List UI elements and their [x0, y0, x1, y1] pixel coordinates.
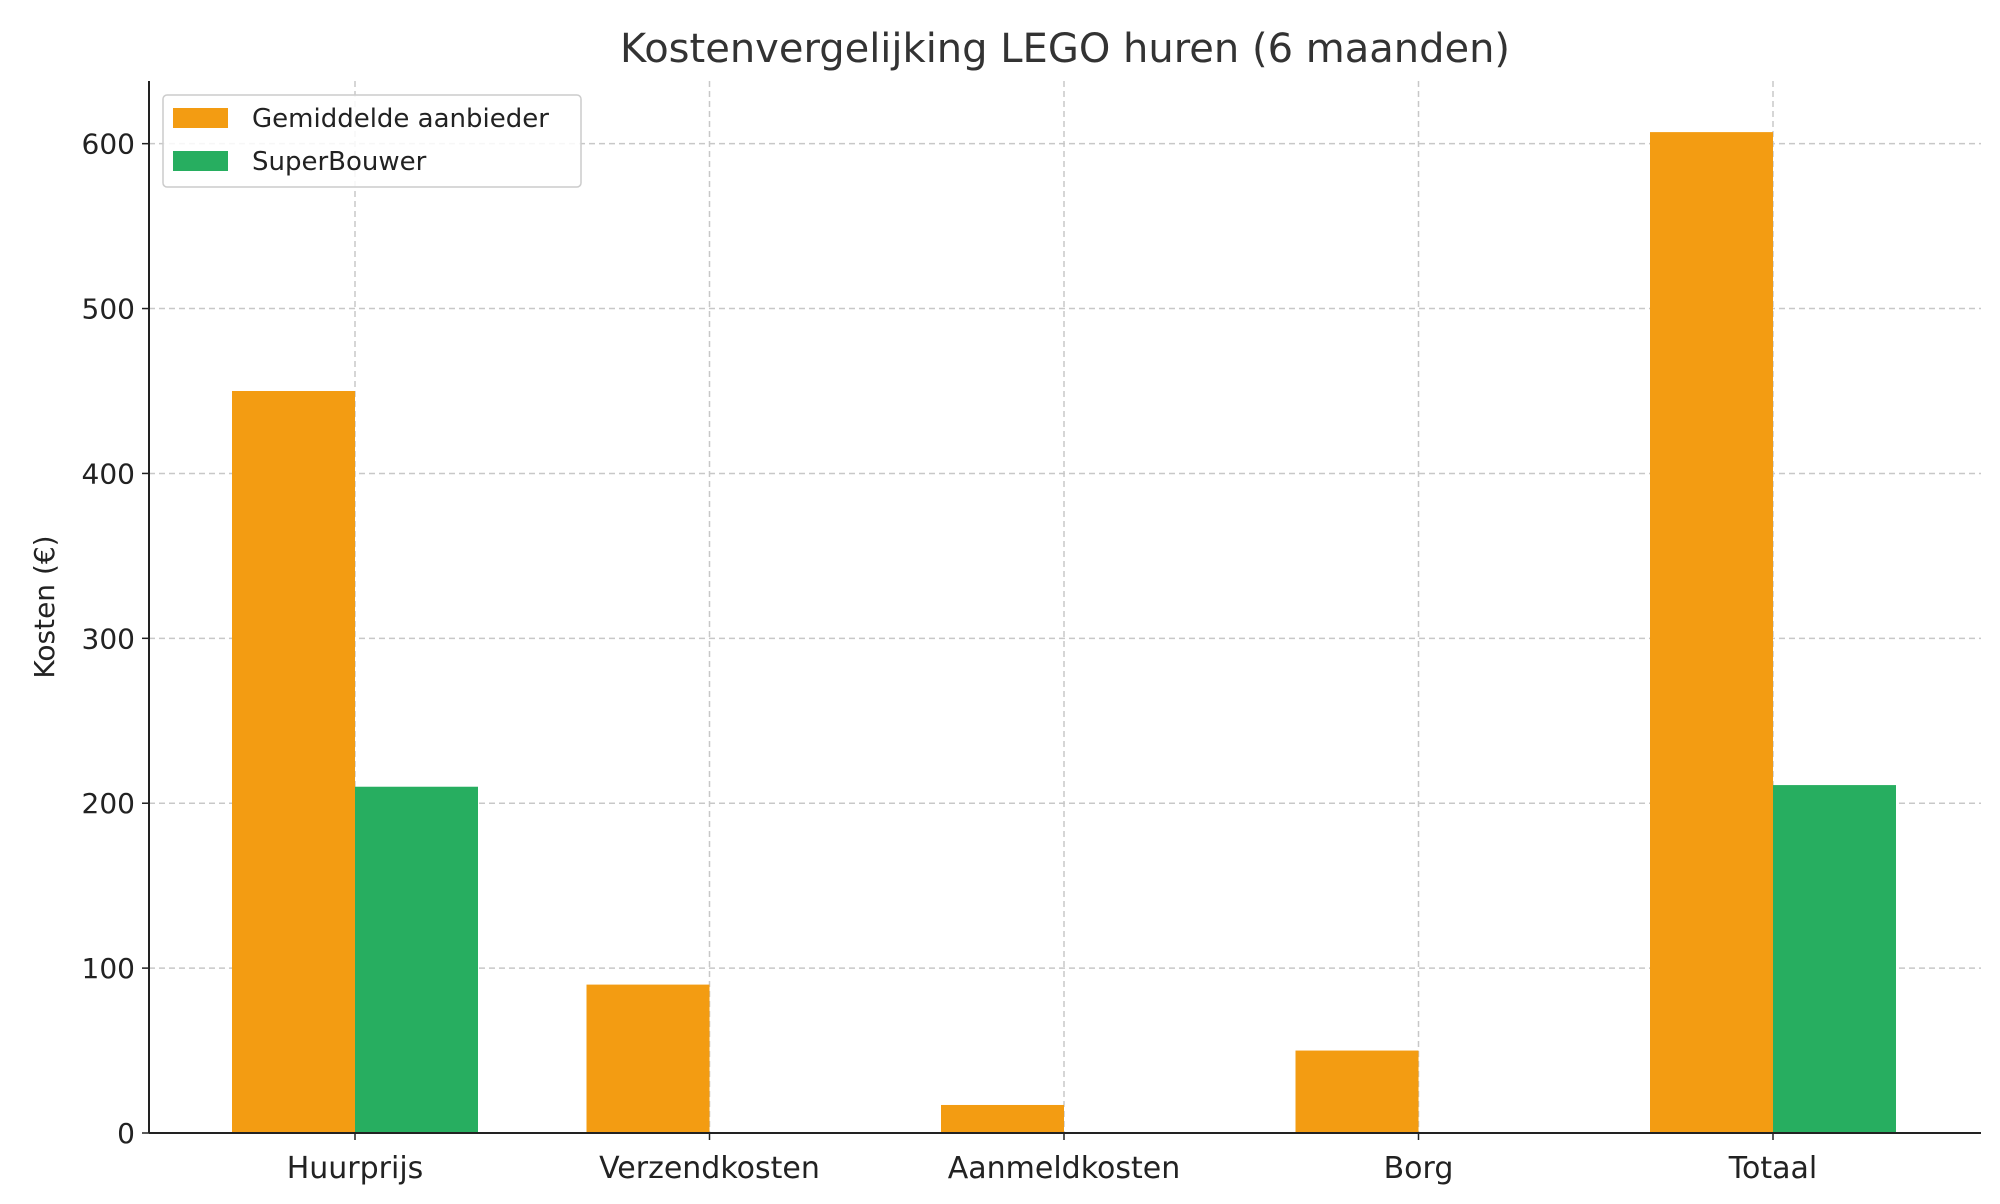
axes: [142, 81, 1981, 1140]
bars: [232, 132, 1896, 1134]
legend-swatch: [173, 108, 228, 128]
bar-gemiddelde-aanbieder: [1295, 1050, 1419, 1133]
legend-label: SuperBouwer: [252, 147, 427, 177]
x-tick-label: Totaal: [1728, 1151, 1817, 1186]
x-tick-label: Verzendkosten: [599, 1151, 820, 1186]
tick-labels: 0 100 200 300 400 500 600 Huurprijs Verzendkoste…: [82, 128, 1818, 1186]
bar-gemiddelde-aanbieder: [1650, 132, 1773, 1134]
y-tick-label: 100: [82, 952, 135, 985]
bar-gemiddelde-aanbieder: [586, 984, 710, 1133]
x-tick-label: Borg: [1384, 1151, 1454, 1186]
y-axis-label: Kosten (€): [28, 535, 61, 678]
legend: Gemiddelde aanbieder SuperBouwer: [162, 94, 582, 188]
chart-title: Kostenvergelijking LEGO huren (6 maanden…: [620, 26, 1510, 72]
legend-swatch: [173, 151, 228, 171]
bar-gemiddelde-aanbieder: [232, 390, 355, 1133]
legend-label: Gemiddelde aanbieder: [252, 104, 549, 134]
y-tick-label: 500: [82, 293, 135, 326]
x-tick-label: Aanmeldkosten: [948, 1151, 1181, 1186]
y-tick-label: 400: [82, 457, 135, 490]
bar-gemiddelde-aanbieder: [941, 1104, 1064, 1133]
legend-box: [162, 94, 582, 188]
y-tick-label: 600: [82, 128, 135, 161]
y-tick-label: 200: [82, 787, 135, 820]
bar-superbouwer: [1773, 785, 1896, 1133]
x-tick-label: Huurprijs: [287, 1151, 424, 1186]
bar-superbouwer: [355, 786, 478, 1133]
y-tick-label: 300: [82, 622, 135, 655]
y-tick-label: 0: [117, 1117, 135, 1150]
